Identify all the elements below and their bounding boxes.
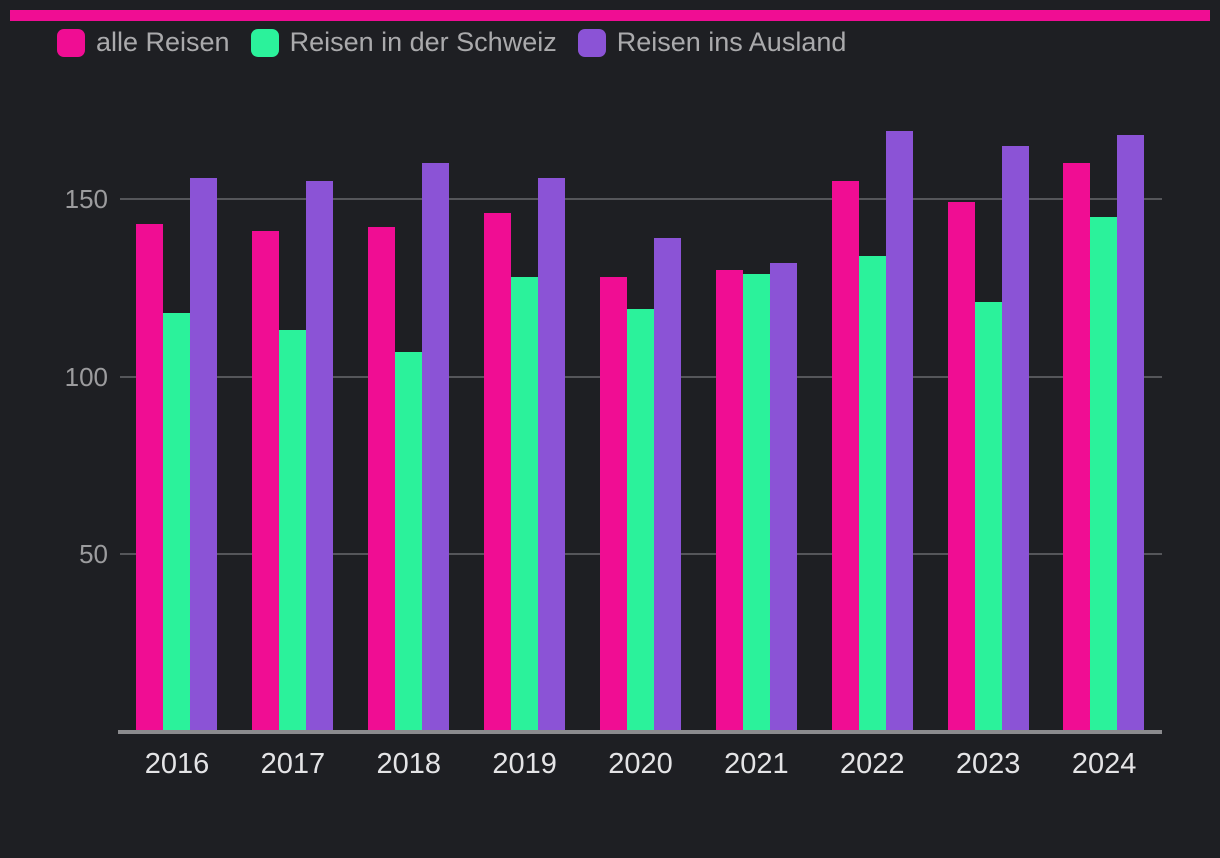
legend-label: alle Reisen	[96, 27, 230, 57]
bar-group-2021	[715, 110, 797, 732]
x-axis-tick-label: 2024	[1071, 748, 1137, 780]
top-accent-bar	[10, 10, 1210, 21]
bar[interactable]	[769, 262, 797, 732]
legend-swatch-icon	[577, 28, 606, 57]
legend-swatch-icon	[250, 28, 279, 57]
legend-label: Reisen in der Schweiz	[289, 27, 557, 57]
x-axis-tick-label: 2023	[955, 748, 1021, 780]
bar[interactable]	[885, 131, 913, 732]
bars-container	[119, 110, 1162, 732]
x-axis-tick-label: 2020	[608, 748, 673, 780]
bar[interactable]	[190, 177, 218, 732]
x-axis-tick-label: 2022	[840, 748, 905, 780]
bar[interactable]	[511, 277, 539, 732]
bar[interactable]	[1117, 134, 1145, 732]
x-axis-tick-label: 2016	[144, 748, 210, 780]
y-axis-tick-label: 100	[64, 361, 108, 392]
bar[interactable]	[599, 277, 627, 732]
bar-group-2016	[136, 110, 218, 732]
bar-group-2023	[947, 110, 1029, 732]
bar[interactable]	[1063, 163, 1091, 732]
gridline	[120, 197, 1162, 200]
bar[interactable]	[1001, 145, 1029, 732]
bar[interactable]	[626, 309, 654, 732]
bar[interactable]	[252, 230, 280, 732]
bar[interactable]	[974, 301, 1002, 732]
bar[interactable]	[163, 312, 191, 732]
legend-item-0[interactable]: alle Reisen	[57, 27, 230, 58]
bar[interactable]	[947, 202, 975, 732]
x-axis-tick-label: 2018	[376, 748, 441, 780]
legend-item-1[interactable]: Reisen in der Schweiz	[250, 27, 557, 58]
y-axis-tick-label: 150	[64, 183, 108, 214]
x-axis-tick-label: 2017	[260, 748, 326, 780]
bar[interactable]	[1090, 216, 1118, 732]
bar-group-2018	[368, 110, 450, 732]
bar[interactable]	[715, 269, 743, 732]
bar[interactable]	[538, 177, 566, 732]
bar[interactable]	[279, 330, 307, 732]
bar[interactable]	[422, 163, 450, 732]
bar-group-2022	[831, 110, 913, 732]
bar-group-2019	[484, 110, 566, 732]
x-axis-tick-label: 2019	[492, 748, 557, 780]
legend-swatch-icon	[57, 28, 85, 57]
plot-area: 50 100 150	[65, 110, 1162, 734]
x-axis-baseline	[118, 730, 1162, 734]
bar[interactable]	[858, 255, 886, 732]
bar[interactable]	[653, 237, 681, 732]
bar[interactable]	[368, 227, 396, 732]
bar-group-2017	[252, 110, 334, 732]
bar[interactable]	[484, 213, 512, 732]
legend-label: Reisen ins Ausland	[616, 27, 847, 57]
y-axis-tick-label: 50	[79, 539, 108, 570]
chart-legend: alle Reisen Reisen in der Schweiz Reisen i…	[57, 27, 847, 58]
x-axis-tick-label: 2021	[724, 748, 789, 780]
bar[interactable]	[742, 273, 770, 732]
bar[interactable]	[136, 223, 164, 732]
x-axis-labels: 2016 2017 2018 2019 2020 2021 2022 2023 2024	[119, 748, 1162, 781]
bar[interactable]	[831, 181, 859, 732]
bar-group-2020	[599, 110, 681, 732]
bar-group-2024	[1063, 110, 1145, 732]
legend-item-2[interactable]: Reisen ins Ausland	[577, 27, 847, 58]
bar[interactable]	[306, 181, 334, 732]
bar[interactable]	[395, 351, 423, 732]
